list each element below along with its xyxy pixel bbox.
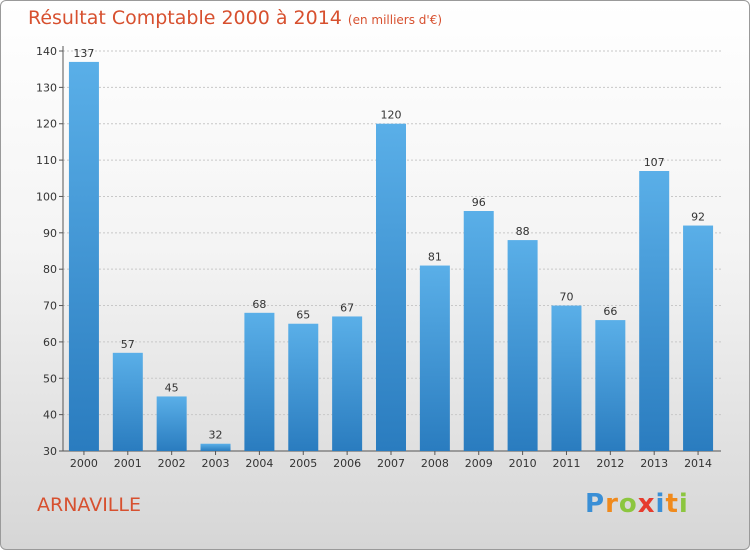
- y-tick-label: 40: [43, 409, 57, 422]
- bar-2007: [376, 123, 406, 452]
- x-tick-label: 2008: [421, 457, 449, 470]
- bar-value-label: 65: [296, 309, 310, 322]
- logo-letter: P: [585, 489, 606, 519]
- logo-letter: t: [665, 489, 679, 519]
- x-tick-label: 2009: [465, 457, 493, 470]
- logo-letter: i: [655, 489, 666, 519]
- bar-2008: [419, 265, 450, 451]
- x-tick-label: 2000: [70, 457, 98, 470]
- bar-value-label: 57: [121, 338, 135, 351]
- bar-value-label: 137: [73, 47, 94, 60]
- bars: [68, 61, 714, 452]
- chart-title-text: Résultat Comptable 2000 à 2014: [28, 7, 342, 29]
- x-tick-label: 2003: [202, 457, 230, 470]
- chart-title: Résultat Comptable 2000 à 2014 (en millie…: [28, 7, 442, 29]
- x-tick-label: 2001: [114, 457, 142, 470]
- bar-value-label: 67: [340, 301, 354, 314]
- x-tick-label: 2010: [509, 457, 537, 470]
- bar-2004: [244, 312, 275, 451]
- bar-value-label: 66: [603, 305, 617, 318]
- bar-2006: [332, 316, 363, 451]
- bar-value-label: 68: [252, 298, 266, 311]
- y-tick-label: 140: [36, 45, 57, 58]
- x-tick-label: 2011: [552, 457, 580, 470]
- proxiti-logo: Proxiti: [585, 489, 689, 519]
- bar-value-label: 120: [381, 109, 402, 122]
- x-tick-label: 2006: [333, 457, 361, 470]
- y-tick-label: 50: [43, 372, 57, 385]
- logo-letter: r: [605, 489, 619, 519]
- bar-2011: [551, 305, 582, 451]
- y-tick-label: 120: [36, 118, 57, 131]
- x-tick-label: 2012: [596, 457, 624, 470]
- bar-value-label: 107: [644, 156, 665, 169]
- bar-value-label: 96: [472, 196, 486, 209]
- x-tick-label: 2004: [245, 457, 273, 470]
- bar-2000: [68, 61, 99, 452]
- x-tick-label: 2005: [289, 457, 317, 470]
- logo-letter: i: [678, 489, 689, 519]
- labels: 30 40 50 60 70 80 90 100 110 120 130 140 137 2000 57 20…: [36, 45, 712, 470]
- y-tick-label: 100: [36, 190, 57, 203]
- y-tick-label: 70: [43, 300, 57, 313]
- x-tick-label: 2014: [684, 457, 712, 470]
- bar-value-label: 45: [165, 381, 179, 394]
- logo-letter: o: [618, 489, 638, 519]
- bar-2014: [683, 225, 714, 451]
- bar-2001: [112, 352, 143, 451]
- bar-2003: [200, 443, 231, 451]
- bar-value-label: 32: [209, 429, 223, 442]
- bar-2010: [507, 240, 538, 451]
- bar-2009: [463, 211, 494, 451]
- bar-2002: [156, 396, 187, 451]
- chart-subtitle: (en milliers d'€): [347, 13, 443, 27]
- bar-value-label: 88: [516, 225, 530, 238]
- y-tick-label: 80: [43, 263, 57, 276]
- y-tick-label: 130: [36, 81, 57, 94]
- y-tick-label: 110: [36, 154, 57, 167]
- location-name: ARNAVILLE: [37, 494, 141, 516]
- y-tick-label: 30: [43, 445, 57, 458]
- bar-2013: [639, 171, 670, 451]
- y-tick-label: 90: [43, 227, 57, 240]
- bar-value-label: 92: [691, 211, 705, 224]
- x-tick-label: 2002: [158, 457, 186, 470]
- y-tick-label: 60: [43, 336, 57, 349]
- logo-letter: x: [637, 489, 656, 519]
- bar-value-label: 70: [559, 291, 573, 304]
- bar-2005: [288, 323, 319, 451]
- x-tick-label: 2007: [377, 457, 405, 470]
- bar-value-label: 81: [428, 251, 442, 264]
- x-tick-label: 2013: [640, 457, 668, 470]
- bar-2012: [595, 320, 626, 451]
